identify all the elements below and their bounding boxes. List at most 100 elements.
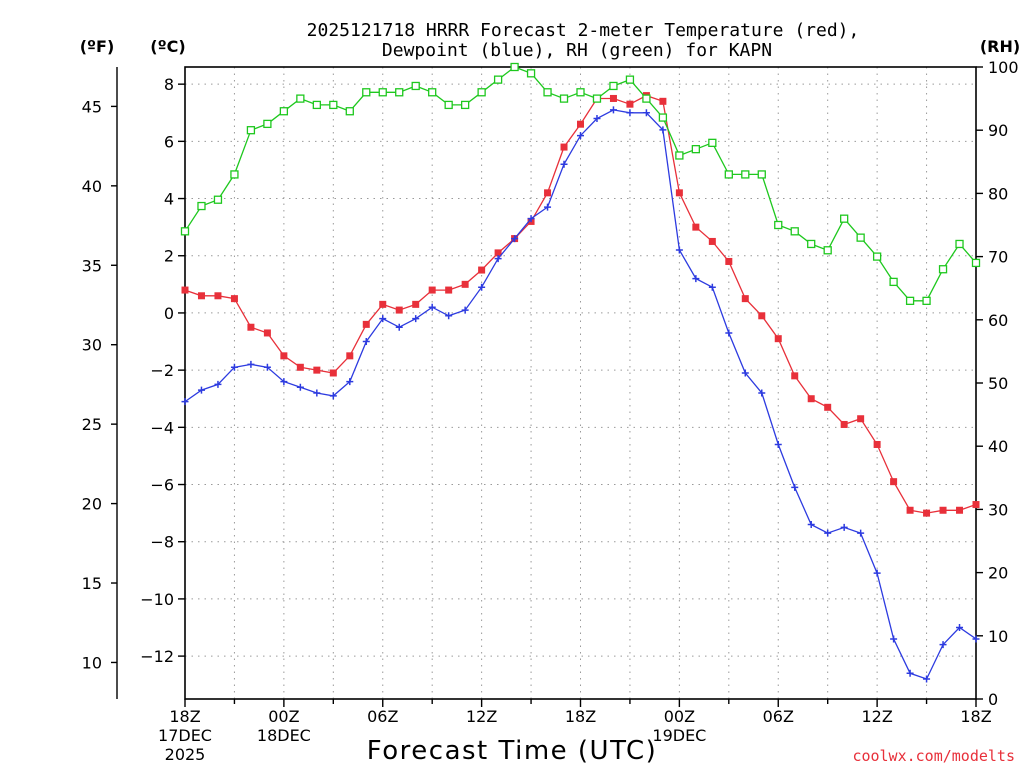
rh-point <box>559 94 569 103</box>
rh-point <box>757 170 766 179</box>
celsius-tick-label: 0 <box>164 304 174 323</box>
rh-tick-label: 40 <box>988 437 1008 456</box>
temperature-point <box>972 501 980 509</box>
rh-point <box>362 88 371 97</box>
plot-frame <box>184 66 977 700</box>
series-rh <box>180 62 981 305</box>
series-temperature <box>181 92 980 517</box>
time-tick-label: 2025 <box>165 745 206 764</box>
rh-point <box>180 227 190 236</box>
fahrenheit-tick-label: 25 <box>82 415 102 434</box>
fahrenheit-tick-label: 20 <box>82 495 102 514</box>
dewpoint-point <box>214 380 222 388</box>
rh-tick-label: 80 <box>988 184 1008 203</box>
temperature-point <box>577 120 584 128</box>
dewpoint-point <box>230 363 238 371</box>
fahrenheit-tick-label: 40 <box>82 177 102 196</box>
temperature-point <box>692 223 700 231</box>
temperature-point <box>197 292 205 300</box>
celsius-tick-label: −8 <box>150 533 174 552</box>
dewpoint-point <box>346 378 354 386</box>
temperature-point <box>560 143 568 151</box>
temperature-point <box>428 286 436 294</box>
fahrenheit-tick-label: 35 <box>82 256 102 275</box>
dewpoint-point <box>280 378 288 386</box>
dewpoint-point <box>626 109 634 117</box>
dewpoint-point <box>395 323 403 331</box>
rh-point <box>279 107 289 116</box>
dewpoint-point <box>181 398 189 406</box>
temperature-point <box>609 94 617 102</box>
rh-point <box>675 151 684 160</box>
rh-point <box>625 75 635 84</box>
dewpoint-point <box>873 569 881 577</box>
dewpoint-point <box>708 283 716 291</box>
temperature-point <box>461 280 469 288</box>
rh-point <box>428 88 437 97</box>
fahrenheit-tick-label: 10 <box>82 653 102 672</box>
temperature-point <box>890 478 898 486</box>
temperature-point <box>708 237 716 245</box>
temperature-point <box>346 352 354 360</box>
temperature-point <box>791 372 799 380</box>
dewpoint-point <box>609 106 617 114</box>
dewpoint-point <box>544 203 552 211</box>
dewpoint-point <box>527 215 535 223</box>
temperature-point <box>807 395 815 403</box>
dewpoint-point <box>741 369 749 377</box>
rh-tick-label: 90 <box>988 121 1008 140</box>
rh-tick-label: 50 <box>988 374 1008 393</box>
rh-point <box>691 145 701 154</box>
rh-tick-label: 100 <box>988 58 1019 77</box>
temperature-point <box>329 369 337 377</box>
fahrenheit-tick-label: 45 <box>82 97 102 116</box>
dewpoint-point <box>972 635 980 643</box>
rh-point <box>724 170 733 179</box>
celsius-tick-label: 4 <box>164 190 174 209</box>
time-tick-label: 00Z <box>664 707 695 726</box>
time-tick-label: 06Z <box>763 707 794 726</box>
dewpoint-point <box>296 383 304 391</box>
temperature-point <box>906 506 914 514</box>
time-tick-label: 19DEC <box>652 726 706 745</box>
rh-point <box>741 170 750 179</box>
temperature-point <box>181 286 189 294</box>
rh-point <box>807 239 816 249</box>
time-tick-label: 18Z <box>169 707 200 726</box>
dewpoint-point <box>379 315 387 323</box>
celsius-tick-label: 2 <box>164 247 174 266</box>
dewpoint-point <box>659 126 667 134</box>
time-tick-label: 12Z <box>861 707 892 726</box>
dewpoint-point <box>923 675 931 683</box>
dewpoint-point <box>807 521 815 529</box>
dewpoint-point <box>461 306 469 314</box>
dewpoint-point <box>494 255 502 263</box>
rh-tick-label: 0 <box>988 690 998 709</box>
dewpoint-point <box>197 386 205 394</box>
temperature-point <box>659 97 667 105</box>
rh-point <box>312 100 321 110</box>
rh-point <box>971 258 981 268</box>
temperature-point <box>824 403 832 411</box>
rh-point <box>230 170 239 179</box>
time-tick-label: 18Z <box>960 707 991 726</box>
dewpoint-point <box>675 246 683 254</box>
rh-point <box>658 113 668 122</box>
dewpoint-point <box>939 641 947 649</box>
chart-title-line2: Dewpoint (blue), RH (green) for KAPN <box>382 40 772 61</box>
watermark: coolwx.com/modelts <box>852 747 1015 765</box>
dewpoint-point <box>362 338 370 346</box>
rh-tick-label: 20 <box>988 564 1008 583</box>
dewpoint-point <box>593 114 601 122</box>
dewpoint-point <box>791 483 799 491</box>
time-tick-label: 17DEC <box>158 726 212 745</box>
temperature-point <box>626 100 634 108</box>
dewpoint-point <box>890 635 898 643</box>
celsius-tick-label: −10 <box>140 590 174 609</box>
rh-point <box>526 69 536 78</box>
celsius-tick-label: 6 <box>164 132 174 151</box>
rh-point <box>477 88 486 97</box>
temperature-point <box>379 300 387 308</box>
